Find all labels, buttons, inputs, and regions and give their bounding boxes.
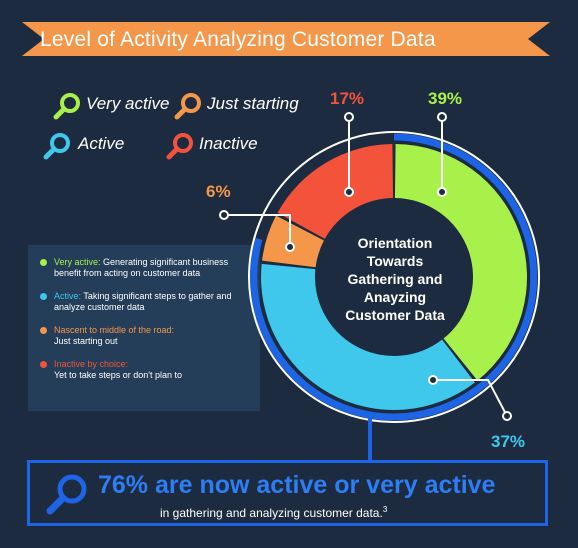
bullet-dot (40, 293, 47, 300)
callout-subtext-body: in gathering and analyzing customer data… (160, 506, 383, 520)
center-line: Gathering and (347, 271, 443, 287)
description-just-starting: Nascent to middle of the road: Just start… (40, 325, 245, 347)
center-line: Towards (366, 253, 424, 269)
chart-center-title: Orientation Towards Gathering and Anayzi… (330, 234, 460, 324)
description-head: Nascent to middle of the road: (54, 325, 175, 335)
description-very-active: Very active: Generating significant busi… (40, 257, 245, 279)
slice-active (261, 263, 475, 410)
slice-label-inactive: 17% (330, 89, 365, 108)
banner-notch-left (22, 22, 44, 56)
leader-marker (437, 187, 447, 197)
bullet-dot (40, 327, 47, 334)
description-text: Yet to take steps or don't plan to (54, 370, 182, 380)
description-head: Very active: (54, 257, 101, 267)
legend-label-very-active: Very active (86, 94, 170, 113)
slice-inactive (277, 144, 394, 239)
slice-label-active: 37% (491, 432, 526, 451)
slice-label-very-active: 39% (428, 89, 463, 108)
slice-label-just-starting: 6% (206, 182, 231, 201)
magnifier-icon (174, 93, 201, 120)
leader-marker (344, 187, 354, 197)
leader-just-starting (224, 214, 291, 247)
center-line: Customer Data (345, 307, 445, 323)
page-title: Level of Activity Analyzing Customer Dat… (40, 28, 436, 51)
banner-notch-right (528, 22, 550, 56)
leader-marker (285, 242, 295, 252)
slice-very-active (394, 144, 527, 381)
magnifier-icon (46, 474, 87, 515)
active-share-arc (250, 133, 538, 421)
leader-marker (437, 112, 447, 122)
leader-marker (502, 411, 512, 421)
description-head: Inactive by choice: (54, 359, 129, 369)
legend-label-active: Active (78, 134, 125, 153)
center-line: Anayzing (363, 289, 427, 305)
bullet-dot (40, 259, 47, 266)
callout-headline: 76% are now active or very active (98, 471, 496, 499)
leader-marker (219, 210, 229, 220)
footnote-marker: 3 (382, 505, 388, 514)
magnifier-icon (43, 133, 70, 160)
magnifier-icon (166, 133, 193, 160)
description-active: Active: Taking significant steps to gath… (40, 291, 245, 313)
description-text: Taking significant steps to gather and a… (54, 291, 232, 312)
outer-ring (248, 131, 540, 423)
description-inactive: Inactive by choice: Yet to take steps or … (40, 359, 245, 381)
title-banner: Level of Activity Analyzing Customer Dat… (22, 22, 550, 56)
callout-subtext: in gathering and analyzing customer data… (160, 505, 387, 520)
description-head: Active: (54, 291, 82, 301)
legend-label-just-starting: Just starting (207, 94, 299, 113)
magnifier-icon (53, 93, 80, 120)
summary-callout: 76% are now active or very active in gat… (27, 460, 548, 526)
leader-marker (344, 112, 354, 122)
description-text: Just starting out (54, 336, 118, 346)
description-panel: Very active: Generating significant busi… (28, 245, 260, 411)
bullet-dot (40, 361, 47, 368)
legend-label-inactive: Inactive (199, 134, 258, 153)
center-line: Orientation (357, 235, 433, 251)
leader-marker (428, 375, 438, 385)
slice-just-starting (262, 215, 324, 268)
leader-active (433, 379, 508, 417)
description-text: Generating significant business benefit … (54, 257, 229, 278)
